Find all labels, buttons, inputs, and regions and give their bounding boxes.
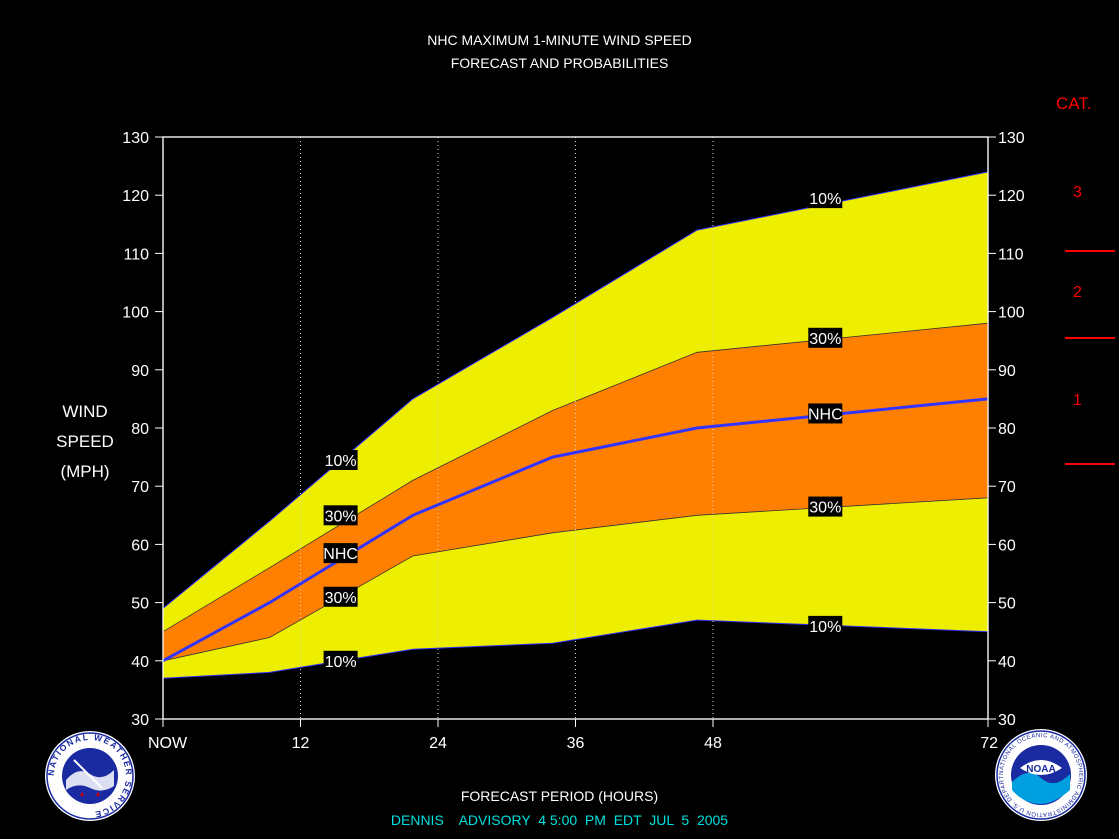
y-tick-label-right-130: 130 — [998, 130, 1025, 147]
curve-label-0: 10% — [325, 453, 357, 470]
storm-name: DENNIS — [390, 812, 444, 828]
y-tick-label-left-80: 80 — [131, 421, 149, 438]
category-label-2: 2 — [1073, 284, 1082, 301]
y-tick-label-right-120: 120 — [998, 188, 1025, 205]
curve-label-box-9 — [808, 615, 843, 636]
lower-30-line — [162, 497, 989, 662]
y-tick-label-left-90: 90 — [131, 363, 149, 380]
y-tick-label-left-50: 50 — [131, 596, 149, 613]
y-tick-label-right-90: 90 — [998, 363, 1016, 380]
y-tick-label-right-100: 100 — [998, 305, 1025, 322]
y-tick-label-right-60: 60 — [998, 537, 1016, 554]
curve-label-2: NHC — [323, 546, 358, 563]
chart-title: NHC MAXIMUM 1-MINUTE WIND SPEED — [427, 32, 692, 48]
curve-label-9: 10% — [809, 619, 841, 636]
y-tick-label-left-30: 30 — [131, 712, 149, 729]
curve-label-8: 30% — [809, 500, 841, 517]
curve-label-box-7 — [808, 403, 843, 424]
curve-label-4: 10% — [325, 654, 357, 671]
y-tick-label-left-120: 120 — [122, 188, 149, 205]
x-tick-label-12: 12 — [292, 735, 310, 752]
x-axis-label: FORECAST PERIOD (HOURS) — [460, 788, 659, 804]
category-boundary-3 — [1065, 250, 1115, 252]
curve-label-7: NHC — [808, 406, 843, 423]
category-label-3: 3 — [1073, 184, 1082, 201]
lower-10-line — [162, 619, 989, 679]
upper-30-line — [162, 322, 989, 633]
curve-label-box-4 — [323, 650, 358, 671]
x-tick-label-NOW: NOW — [148, 735, 188, 752]
band-30-70 — [163, 323, 988, 661]
y-tick-label-right-30: 30 — [998, 712, 1016, 729]
x-tick-label-72: 72 — [980, 735, 998, 752]
nws-logo: NATIONAL WEATHER SERVICE — [45, 731, 135, 821]
category-title: CAT. — [1056, 94, 1092, 113]
y-tick-label-left-110: 110 — [123, 246, 149, 263]
curve-label-6: 30% — [809, 331, 841, 348]
y-axis-label-wind: WIND — [62, 402, 108, 421]
y-tick-label-right-50: 50 — [998, 596, 1016, 613]
chart-subtitle: FORECAST AND PROBABILITIES — [450, 55, 669, 71]
x-tick-label-48: 48 — [704, 735, 722, 752]
x-tick-label-36: 36 — [567, 735, 585, 752]
upper-10-line — [162, 171, 989, 609]
advisory-text: ADVISORY 4 5:00 PM EDT JUL 5 2005 — [458, 812, 729, 828]
category-boundary-2 — [1065, 337, 1115, 339]
noaa-logo: NATIONAL OCEANIC AND ATMOSPHERIC ADMINIS… — [994, 728, 1087, 821]
y-tick-label-left-60: 60 — [131, 537, 149, 554]
curve-label-1: 30% — [325, 508, 357, 525]
y-tick-label-right-70: 70 — [998, 479, 1016, 496]
x-tick-label-24: 24 — [429, 735, 447, 752]
category-boundary-1 — [1065, 463, 1115, 465]
y-axis-label-unit: (MPH) — [60, 462, 110, 481]
y-tick-label-right-110: 110 — [998, 246, 1024, 263]
curve-label-3: 30% — [325, 590, 357, 607]
advisory-line: DENNIS ADVISORY 4 5:00 PM EDT JUL 5 2005 — [0, 812, 1119, 828]
svg-text:NOAA: NOAA — [1026, 764, 1055, 775]
category-label-1: 1 — [1073, 392, 1082, 409]
curve-label-box-3 — [323, 586, 358, 607]
y-tick-label-right-80: 80 — [998, 421, 1016, 438]
curve-label-box-8 — [808, 496, 843, 517]
y-tick-label-left-70: 70 — [131, 479, 149, 496]
y-axis-label-speed: SPEED — [56, 432, 114, 451]
nhc-forecast-line — [162, 397, 989, 663]
curve-label-5: 10% — [809, 191, 841, 208]
curve-label-box-0 — [323, 450, 358, 471]
curve-label-box-1 — [323, 505, 358, 526]
curve-label-box-6 — [808, 327, 843, 348]
y-tick-label-left-130: 130 — [122, 130, 149, 147]
y-tick-label-left-100: 100 — [122, 305, 149, 322]
y-tick-label-right-40: 40 — [998, 654, 1016, 671]
curve-label-box-5 — [808, 188, 843, 209]
y-tick-label-left-40: 40 — [131, 654, 149, 671]
curve-label-box-2 — [323, 543, 358, 564]
